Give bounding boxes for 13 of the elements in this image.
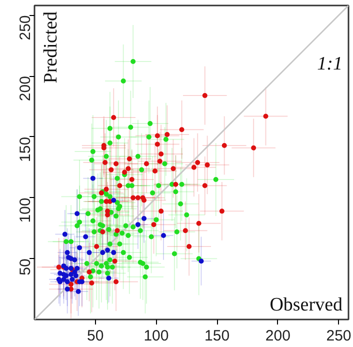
y-tick-label: 200 xyxy=(17,76,34,102)
x-tick-label: 100 xyxy=(144,328,169,344)
x-tick-label: 50 xyxy=(87,328,104,344)
y-tick-label: 150 xyxy=(17,136,34,162)
x-tick-label: 250 xyxy=(326,328,352,344)
x-tick-label: 150 xyxy=(204,328,230,344)
x-axis-title: Observed xyxy=(270,294,343,316)
y-tick-label: 250 xyxy=(17,15,34,40)
x-tick-label: 200 xyxy=(265,328,290,344)
y-axis-title: Predicted xyxy=(40,11,62,84)
annotation: 1:1 xyxy=(317,54,342,74)
y-tick-label: 100 xyxy=(17,198,34,223)
y-tick-label: 50 xyxy=(17,258,34,276)
